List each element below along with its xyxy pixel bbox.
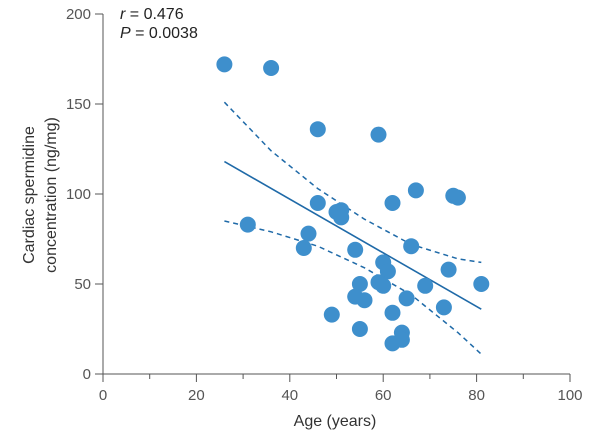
- x-tick-label: 100: [557, 387, 582, 404]
- data-point: [300, 225, 317, 242]
- x-tick-label: 60: [375, 387, 392, 404]
- ci-upper-line: [223, 101, 482, 264]
- data-point: [403, 238, 420, 255]
- data-point: [370, 126, 387, 143]
- data-point: [309, 121, 326, 138]
- y-axis: 0 50 100 150 200: [66, 6, 104, 383]
- data-point: [393, 331, 410, 348]
- x-axis: 0 20 40 60 80 100: [99, 373, 583, 404]
- data-point: [351, 276, 368, 292]
- data-point: [309, 195, 326, 211]
- data-point: [263, 60, 280, 76]
- x-tick-label: 80: [468, 387, 485, 404]
- y-tick-label: 150: [66, 96, 91, 113]
- data-point: [356, 292, 373, 309]
- regression-line: [224, 160, 482, 310]
- r-value: = 0.476: [125, 6, 183, 23]
- y-tick-label: 0: [83, 366, 91, 383]
- data-point: [379, 263, 396, 280]
- ci-lower-line: [224, 220, 482, 355]
- data-point: [473, 276, 490, 292]
- y-tick-label: 100: [66, 186, 91, 203]
- data-point: [295, 240, 312, 256]
- x-tick-label: 20: [188, 387, 205, 404]
- data-point: [384, 304, 401, 321]
- data-point: [239, 216, 256, 233]
- x-axis-title: Age (years): [294, 413, 377, 430]
- regression-line-group: [224, 160, 482, 310]
- y-tick-label: 200: [66, 6, 91, 23]
- data-points: [216, 56, 490, 352]
- p-symbol: P: [120, 25, 131, 42]
- data-point: [384, 195, 401, 211]
- y-axis-title: Cardiac spermidine concentration (ng/mg): [21, 117, 60, 273]
- data-point: [216, 56, 233, 73]
- data-point: [398, 290, 415, 307]
- r-symbol: r: [120, 6, 126, 23]
- y-tick-label: 50: [74, 276, 91, 293]
- data-point: [351, 321, 368, 337]
- correlation-annotation: r = 0.476: [120, 6, 184, 23]
- p-value: = 0.0038: [131, 25, 198, 42]
- data-point: [347, 241, 364, 258]
- confidence-interval: [223, 101, 482, 355]
- data-point: [417, 277, 434, 294]
- y-axis-title-line1: Cardiac spermidine: [21, 126, 38, 264]
- p-value-annotation: P = 0.0038: [120, 25, 198, 42]
- data-point: [440, 261, 457, 278]
- data-point: [375, 277, 392, 294]
- data-point: [435, 299, 452, 316]
- x-tick-label: 40: [281, 387, 298, 404]
- data-point: [449, 189, 466, 206]
- data-point: [323, 306, 340, 323]
- x-tick-label: 0: [99, 387, 107, 404]
- data-point: [407, 182, 424, 199]
- data-point: [333, 209, 350, 226]
- y-axis-title-line2: concentration (ng/mg): [43, 117, 60, 273]
